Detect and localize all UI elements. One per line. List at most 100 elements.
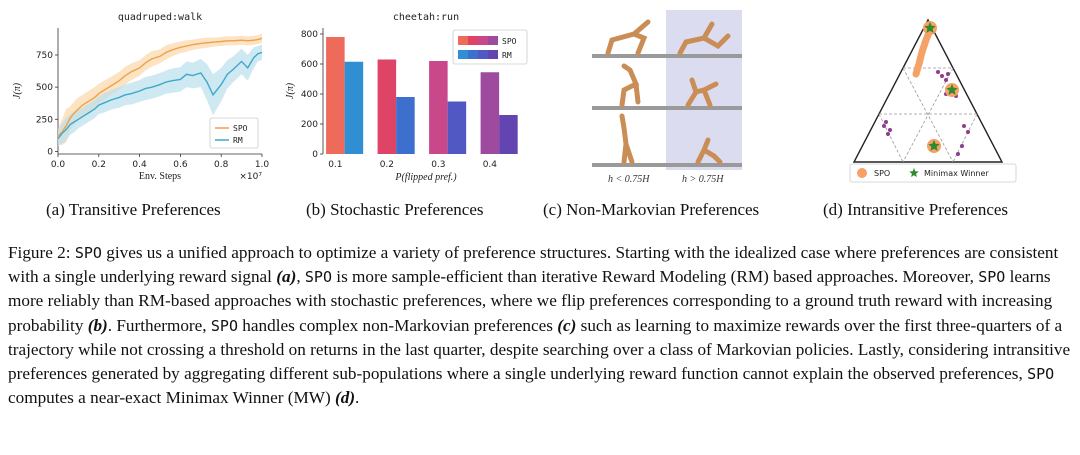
spo-trail (912, 26, 934, 78)
legend-label-spo: SPO (502, 37, 517, 46)
series-line-spo (57, 37, 263, 137)
caption-text-4: learns more reliably than RM-based appro… (8, 267, 1053, 335)
legend-swatch-spo (478, 36, 488, 45)
series-band-rm (58, 44, 262, 147)
y-axis-label: J(π) (12, 82, 23, 99)
x-tick-label: 0.4 (483, 160, 498, 170)
caption-text-8: computes a near-exact Minimax Winner (MW… (8, 388, 335, 408)
subcaption-a: (a) Transitive Preferences (46, 200, 221, 219)
simplex-triangle (852, 18, 1004, 163)
subcaption-c: (c) Non-Markovian Preferences (543, 200, 760, 219)
label-right: h > 0.75H (682, 174, 724, 185)
legend-swatch-rm (458, 50, 468, 59)
legend-label-rm: RM (502, 51, 512, 60)
legend-label-spo: SPO (233, 124, 248, 133)
legend-spo-label: SPO (874, 169, 890, 178)
chart-title: quadruped:walk (118, 12, 202, 23)
caption-ref-a: (a) (276, 267, 297, 287)
bar-rm-0.4 (499, 115, 518, 154)
caption-text-5: . Furthermore, (107, 315, 211, 335)
panel-a-chart: quadruped:walk 0 250 500 750 0.0 0.2 0.4 0.6 0.8 1… (10, 6, 272, 190)
legend-swatch-spo (468, 36, 478, 45)
panel-c-illustration: h < 0.75H h > 0.75H (588, 10, 748, 188)
y-tick-label: 750 (36, 51, 53, 61)
y-tick-label: 400 (301, 90, 318, 100)
caption-spo: SPO (1027, 365, 1055, 384)
x-tick-label: 0.1 (328, 160, 342, 170)
subcaption-d: (d) Intransitive Preferences (823, 200, 1009, 219)
bar-spo-0.3 (429, 61, 448, 154)
subcaption-b: (b) Stochastic Preferences (306, 200, 484, 219)
series-line-rm (57, 51, 263, 140)
legend-swatch-rm (488, 50, 498, 59)
bar-rm-0.2 (396, 97, 415, 154)
population-dot (940, 74, 944, 78)
x-tick-label: 0.8 (214, 160, 229, 170)
legend-mw-marker (909, 168, 919, 177)
x-tick-label: 0.4 (132, 160, 147, 170)
population-dot (888, 128, 892, 132)
legend-spo-marker (857, 168, 867, 178)
panel-b-chart: cheetah:run 0 200 400 600 800 0.1 0.2 0.3 0.4 P(fl… (283, 6, 535, 190)
x-multiplier: ×10⁷ (239, 172, 262, 182)
x-tick-label: 0.0 (51, 160, 66, 170)
y-tick-label: 0 (47, 147, 53, 157)
minimax-winner-star (946, 84, 958, 95)
population-dot (886, 132, 890, 136)
caption-text-2: , (296, 267, 305, 287)
caption-text-7: such as learning to maximize rewards ove… (8, 315, 1071, 384)
figure-caption: Figure 2: SPO gives us a unified approac… (8, 241, 1072, 410)
population-dot (966, 130, 970, 134)
bar-rm-0.1 (344, 61, 364, 154)
y-tick-label: 200 (301, 120, 318, 130)
population-points (882, 70, 970, 156)
minimax-winners (923, 21, 959, 153)
y-tick-label: 0 (312, 150, 318, 160)
line-chart-quadruped-walk: quadruped:walk 0 250 500 750 0.0 0.2 0.4 0.6 0.8 1… (12, 12, 270, 182)
caption-text-6: handles complex non-Markovian preference… (237, 315, 558, 335)
caption-spo: SPO (74, 244, 102, 262)
population-dot (944, 78, 948, 82)
bar-spo-0.1 (326, 37, 345, 154)
x-tick-label: 0.2 (92, 160, 106, 170)
walker-illustration: h < 0.75H h > 0.75H (592, 10, 742, 185)
y-tick-label: 250 (36, 115, 53, 125)
caption-ref-b: (b) (87, 315, 108, 335)
caption-text-1: gives us a unified approach to optimize … (8, 243, 1059, 287)
population-dot (946, 72, 950, 76)
label-left: h < 0.75H (608, 174, 650, 185)
legend-label-rm: RM (233, 136, 243, 145)
spo-trajectory (912, 26, 934, 78)
population-dot (884, 120, 888, 124)
panel-d-simplex: SPO Minimax Winner (846, 14, 1018, 186)
x-tick-label: 1.0 (255, 160, 270, 170)
population-dot (882, 124, 886, 128)
x-axis-label: P(flipped pref.) (394, 172, 457, 183)
bar-chart-cheetah-run: cheetah:run 0 200 400 600 800 0.1 0.2 0.3 0.4 P(fl… (285, 12, 528, 183)
population-dot (936, 70, 940, 74)
bar-spo-0.2 (377, 59, 397, 154)
bar-spo-0.4 (480, 72, 500, 154)
population-dot (960, 144, 964, 148)
legend-swatch-spo (488, 36, 498, 45)
population-dot (962, 124, 966, 128)
legend-mw-label: Minimax Winner (924, 169, 989, 178)
caption-spo: SPO (304, 268, 332, 287)
caption-ref-c: (c) (557, 315, 577, 335)
walker-figures (605, 19, 731, 165)
caption-spo: SPO (978, 268, 1006, 287)
ground-lines (592, 54, 742, 167)
legend-swatch-spo (458, 36, 468, 45)
ternary-plot: SPO Minimax Winner (849, 18, 1017, 183)
legend-swatch-rm (468, 50, 478, 59)
y-tick-label: 600 (301, 60, 318, 70)
bar-rm-0.3 (447, 101, 467, 154)
population-dot (956, 152, 960, 156)
caption-spo: SPO (210, 316, 238, 335)
caption-ref-d: (d) (335, 388, 356, 408)
minimax-winner-star (924, 22, 936, 33)
x-tick-label: 0.2 (380, 160, 394, 170)
x-axis-label: Env. Steps (139, 171, 181, 182)
y-axis-label: J(π) (285, 82, 296, 99)
caption-label: Figure 2: (8, 243, 71, 262)
